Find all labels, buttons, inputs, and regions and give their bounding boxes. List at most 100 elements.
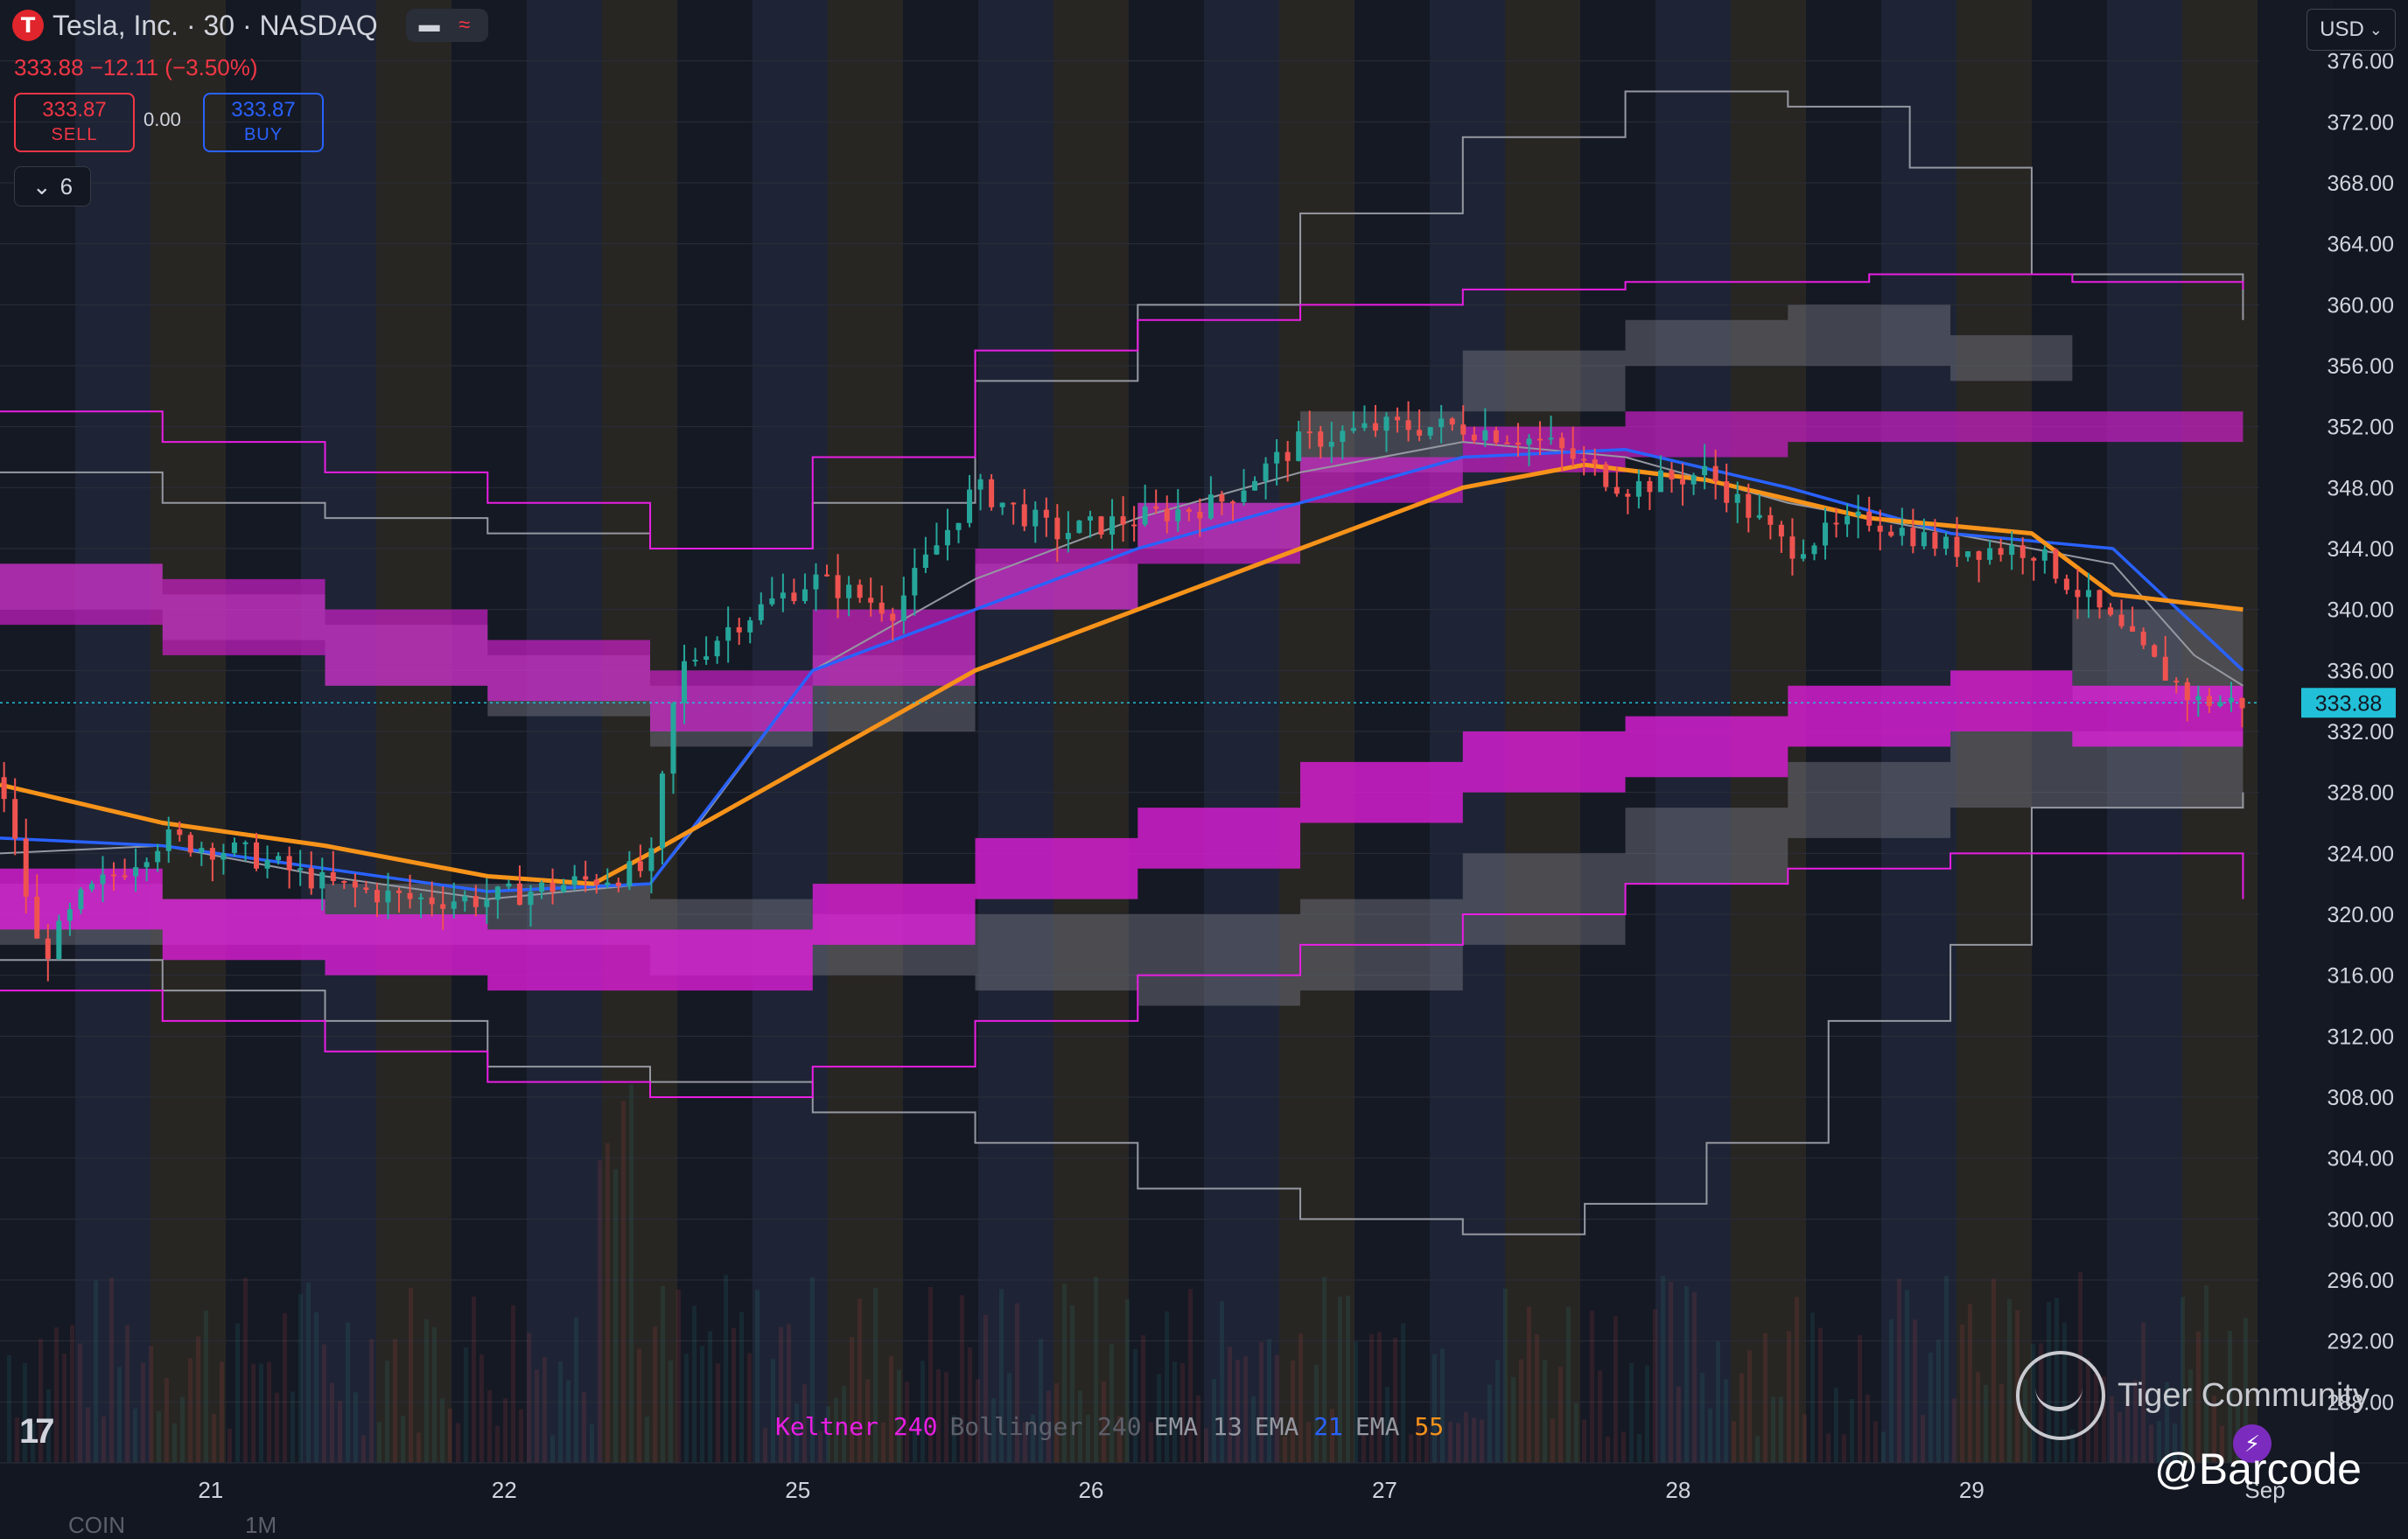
time-axis: 21 22 25 26 27 28 29 Sep (0, 1462, 2408, 1503)
volume-bar (1944, 1276, 1949, 1463)
volume-bar (1070, 1305, 1074, 1463)
candle-body (1592, 459, 1598, 465)
wave-icon[interactable]: ≈ (458, 13, 471, 37)
buy-button[interactable]: 333.87 BUY (203, 93, 324, 152)
legend-name: EMA (1153, 1412, 1199, 1441)
legend-param: 13 (1198, 1412, 1242, 1441)
candle-body (220, 852, 227, 860)
candle-body (1372, 423, 1378, 431)
volume-bar (1046, 1390, 1051, 1463)
candle-body (1537, 438, 1544, 441)
sell-label: SELL (51, 125, 98, 144)
candle-body (2118, 614, 2124, 626)
volume-bar (1385, 1387, 1390, 1463)
lightning-icon[interactable]: ⚡ (2233, 1424, 2272, 1463)
volume-bar (1338, 1297, 1342, 1463)
candle-body (967, 489, 973, 523)
candle-body (704, 656, 710, 661)
volume-bar (1157, 1374, 1161, 1463)
volume-bar (1188, 1289, 1193, 1463)
candle-body (1284, 451, 1291, 461)
legend-name: EMA (1254, 1412, 1299, 1441)
volume-bar (86, 1407, 90, 1463)
tradingview-logo-icon[interactable]: 17 (19, 1412, 54, 1451)
volume-bar (1417, 1416, 1421, 1463)
volume-bar (54, 1327, 59, 1463)
indicator-count: 6 (60, 172, 74, 199)
legend-param: 240 (1082, 1412, 1142, 1441)
volume-bar (2204, 1285, 2208, 1463)
legend-item[interactable]: EMA 55 (1355, 1412, 1444, 1441)
volume-bar (1054, 1383, 1059, 1463)
candle-body (88, 884, 94, 890)
volume-bar (2212, 1395, 2216, 1463)
candle-body (1087, 516, 1093, 521)
candle-body (692, 660, 698, 662)
volume-bar (1684, 1285, 1689, 1463)
volume-bar (275, 1392, 279, 1463)
legend-param: 55 (1399, 1412, 1445, 1441)
candle-body (659, 773, 665, 849)
legend-item[interactable]: Keltner 240 (775, 1412, 937, 1441)
candle-body (769, 598, 775, 605)
candle-body (1328, 441, 1334, 447)
volume-bar (936, 1369, 941, 1463)
candle-body (242, 842, 248, 844)
volume-bar (46, 1389, 51, 1463)
candle-body (1800, 554, 1806, 559)
x-tick-label: 28 (1665, 1477, 1690, 1503)
candle-body (2096, 590, 2103, 608)
watermark-handle: @Barcode (2154, 1445, 2362, 1494)
candle-body (1954, 536, 1960, 557)
candle-body (1471, 434, 1477, 441)
legend-item[interactable]: EMA 21 (1255, 1412, 1343, 1441)
legend-item[interactable]: Bollinger 240 (949, 1412, 1141, 1441)
volume-bar (440, 1398, 444, 1463)
candle-body (1493, 430, 1499, 443)
bottom-label-right: 1M (245, 1512, 277, 1538)
keltner-upper-band (0, 411, 2244, 731)
candle-body (615, 882, 621, 886)
volume-bar (920, 1361, 925, 1463)
volume-bar (1732, 1421, 1736, 1463)
volume-bar (1574, 1403, 1578, 1463)
candle-body (1274, 451, 1280, 464)
volume-bar (1858, 1334, 1862, 1463)
volume-bar (1558, 1367, 1563, 1463)
volume-bar (763, 1428, 767, 1463)
volume-bar (999, 1289, 1004, 1463)
volume-bar (527, 1333, 531, 1463)
candle-body (1120, 516, 1126, 525)
volume-bar (409, 1287, 413, 1463)
volume-bar (314, 1312, 318, 1463)
candle-body (1186, 509, 1192, 512)
y-tick-label: 344.00 (2328, 537, 2394, 562)
currency-select[interactable]: USD ⌄ (2306, 9, 2396, 51)
candle-body (824, 574, 830, 577)
candle-body (2020, 545, 2026, 558)
candle-body (1098, 516, 1104, 535)
legend-name: EMA (1354, 1412, 1400, 1441)
volume-bar (1550, 1418, 1555, 1463)
candle-body (1603, 464, 1609, 487)
candle-body (1153, 506, 1159, 509)
volume-bar (369, 1339, 374, 1463)
minus-icon[interactable]: ▬ (418, 13, 440, 37)
candle-body (1625, 493, 1631, 497)
symbol-title[interactable]: Tesla, Inc. · 30 · NASDAQ (52, 9, 378, 41)
volume-bar (2070, 1429, 2075, 1463)
candle-body (1548, 437, 1554, 440)
candle-body (1296, 431, 1302, 461)
volume-bar (2133, 1380, 2138, 1463)
legend-item[interactable]: EMA 13 (1154, 1412, 1242, 1441)
indicators-toggle[interactable]: ⌄ 6 (14, 166, 91, 206)
volume-bar (1692, 1292, 1697, 1463)
volume-bar (850, 1337, 854, 1463)
volume-bar (1590, 1311, 1594, 1463)
candle-body (1, 777, 7, 800)
volume-bar (1755, 1436, 1760, 1463)
sell-button[interactable]: 333.87 SELL (14, 93, 135, 152)
candle-body (78, 889, 84, 910)
volume-bar (1275, 1354, 1279, 1463)
